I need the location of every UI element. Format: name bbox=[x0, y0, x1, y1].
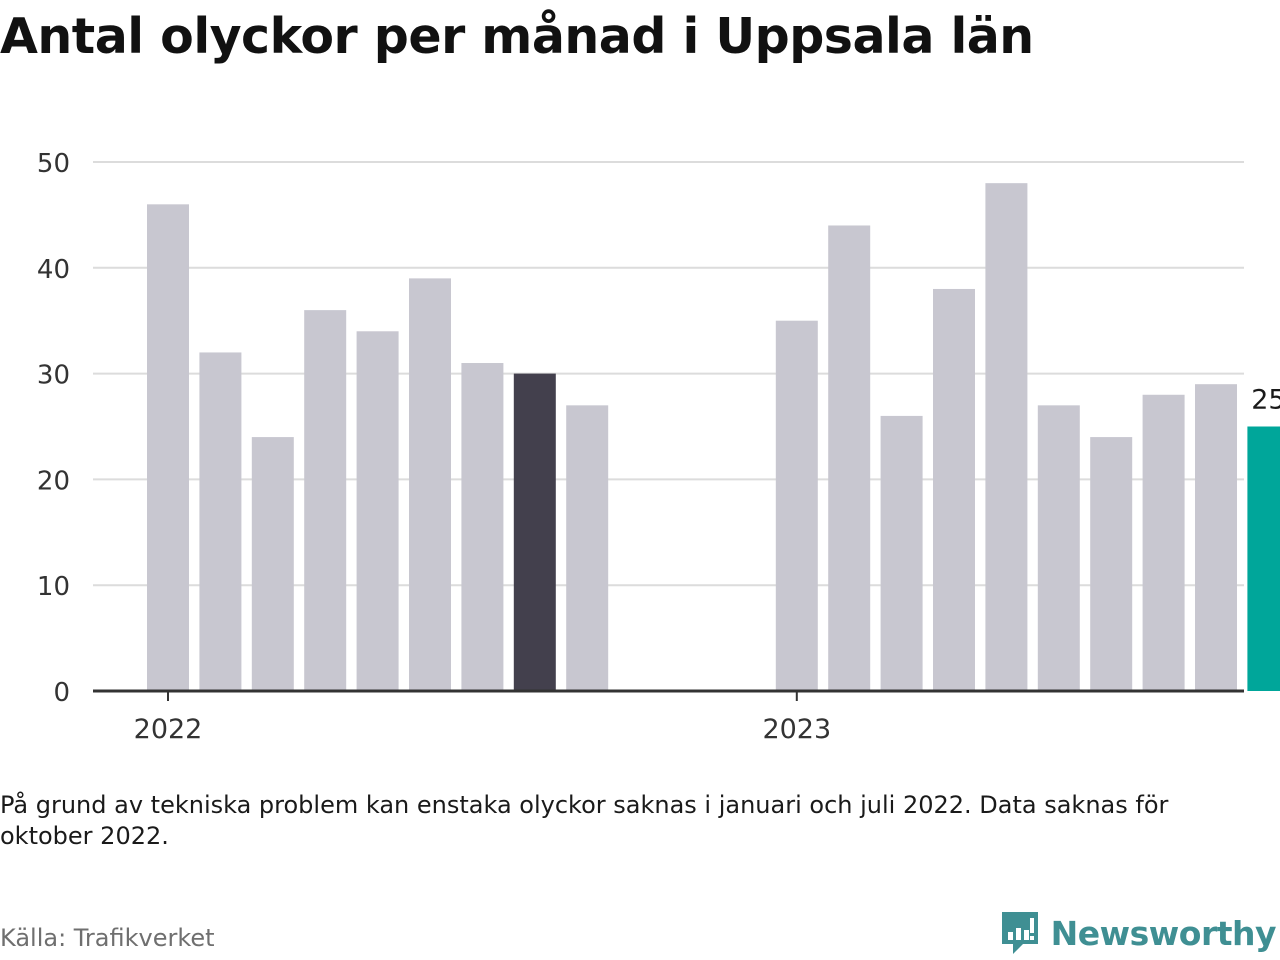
x-tick-label: 2022 bbox=[134, 714, 203, 745]
x-axis: 2022 2023 bbox=[93, 689, 1244, 745]
bar-chart: 0 10 20 30 40 50 2022 2023 25 bbox=[37, 149, 1280, 745]
bars bbox=[147, 183, 1280, 692]
y-tick-label: 50 bbox=[37, 149, 70, 179]
bar bbox=[251, 437, 294, 691]
bar bbox=[1090, 437, 1133, 691]
y-tick-label: 20 bbox=[37, 466, 70, 496]
bar bbox=[933, 288, 975, 691]
bar bbox=[199, 352, 242, 691]
bar bbox=[409, 278, 451, 691]
bar bbox=[985, 183, 1028, 691]
newsworthy-logo-icon bbox=[1001, 912, 1038, 954]
bar bbox=[775, 320, 818, 691]
source-text: Källa: Trafikverket bbox=[0, 924, 215, 952]
brand-logo[interactable]: Newsworthy bbox=[999, 910, 1277, 956]
y-tick-label: 10 bbox=[37, 572, 70, 602]
bar bbox=[880, 415, 923, 691]
y-tick-label: 0 bbox=[53, 678, 70, 708]
y-tick-label: 40 bbox=[37, 255, 70, 285]
bar bbox=[147, 204, 189, 691]
bar bbox=[566, 405, 609, 691]
bar bbox=[513, 373, 556, 691]
brand-name: Newsworthy bbox=[1050, 913, 1277, 953]
bar bbox=[828, 225, 871, 692]
data-label: 25 bbox=[1251, 385, 1280, 416]
y-tick-label: 30 bbox=[37, 361, 70, 391]
bar bbox=[304, 310, 347, 691]
bar bbox=[1037, 405, 1080, 691]
x-tick-label: 2023 bbox=[762, 714, 831, 745]
chart-note: På grund av tekniska problem kan enstaka… bbox=[0, 791, 1169, 850]
bar bbox=[1142, 394, 1185, 691]
bar bbox=[1247, 426, 1280, 691]
y-axis-ticks: 0 10 20 30 40 50 bbox=[37, 149, 70, 708]
bar bbox=[461, 363, 504, 691]
data-labels: 25 bbox=[1251, 385, 1280, 416]
bar bbox=[356, 331, 399, 691]
chart-title: Antal olyckor per månad i Uppsala län bbox=[0, 8, 1034, 65]
bar bbox=[1195, 384, 1237, 691]
